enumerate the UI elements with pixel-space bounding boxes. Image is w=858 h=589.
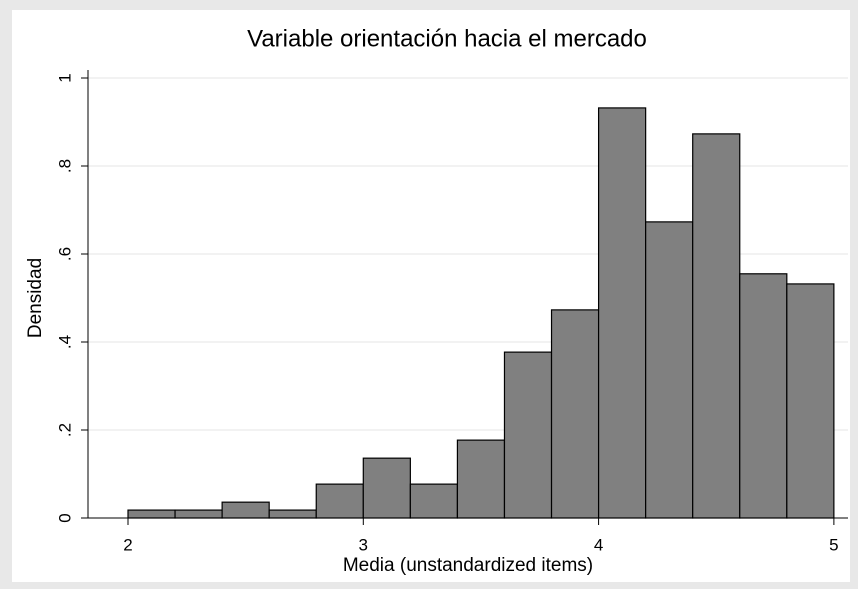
x-tick-label: 3 (359, 535, 368, 554)
y-tick-label: .4 (55, 335, 74, 349)
bar (786, 283, 835, 519)
y-axis-label: Densidad (25, 258, 46, 338)
chart-title: Variable orientación hacia el mercado (247, 25, 647, 52)
bar (174, 509, 223, 519)
bar (221, 501, 270, 519)
bar (692, 133, 741, 519)
bar (315, 483, 364, 519)
bar (645, 221, 694, 519)
bar (597, 107, 647, 519)
x-tick-label: 2 (123, 535, 132, 554)
y-tick-label: .8 (55, 159, 74, 173)
x-tick-label: 4 (594, 535, 603, 554)
bar (456, 439, 506, 519)
bar (503, 351, 553, 519)
bar (362, 457, 411, 519)
y-tick-label: .6 (55, 247, 74, 261)
y-tick-label: 0 (55, 513, 74, 522)
y-tick-label: 1 (55, 73, 74, 82)
bar (127, 509, 176, 519)
y-tick-label: .2 (55, 423, 74, 437)
bar (409, 483, 459, 519)
x-tick-label: 5 (829, 535, 838, 554)
bar (268, 509, 317, 519)
bar (739, 273, 788, 519)
bar (550, 309, 600, 519)
x-axis-label: Media (unstandardized items) (343, 555, 593, 576)
